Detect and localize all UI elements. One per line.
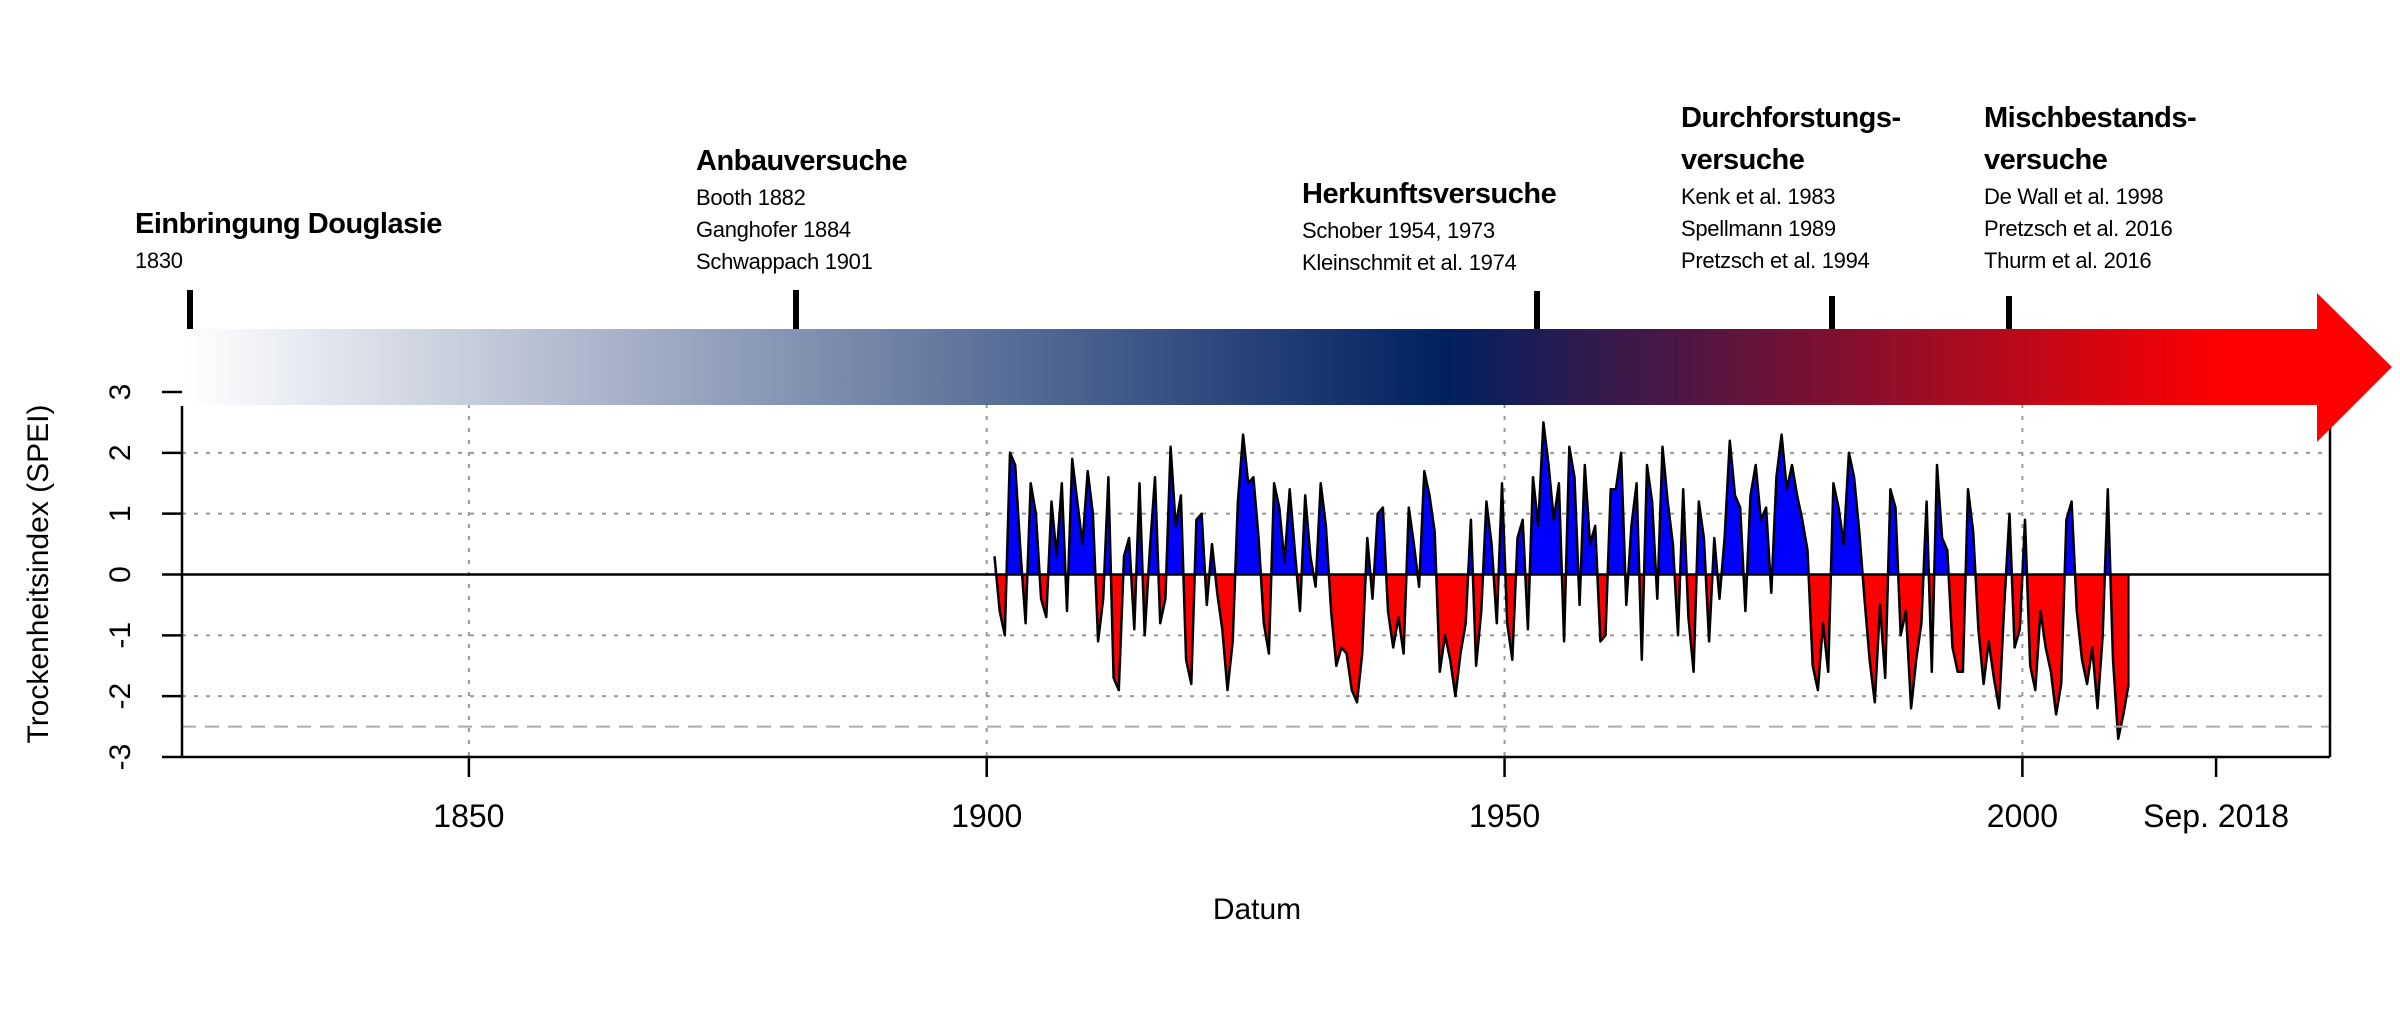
event-reference: Booth 1882 bbox=[696, 185, 806, 210]
y-tick-label: 0 bbox=[104, 566, 137, 583]
y-tick-label: -2 bbox=[104, 683, 137, 710]
event-tick-anbau bbox=[793, 290, 799, 329]
event-reference: Schwappach 1901 bbox=[696, 249, 873, 274]
event-reference: Pretzsch et al. 1994 bbox=[1681, 248, 1870, 273]
event-anbauversuche: Anbauversuche Booth 1882 Ganghofer 1884 … bbox=[696, 140, 908, 278]
event-title: Mischbestands- bbox=[1984, 102, 2197, 134]
event-tick-herkunft bbox=[1534, 291, 1540, 329]
y-tick-label: -1 bbox=[104, 622, 137, 649]
event-herkunftsversuche: Herkunftsversuche Schober 1954, 1973 Kle… bbox=[1302, 173, 1557, 279]
event-reference: De Wall et al. 1998 bbox=[1984, 184, 2164, 209]
event-title: Durchforstungs- bbox=[1681, 102, 1901, 134]
y-tick-label: 2 bbox=[104, 444, 137, 461]
x-axis-label: Datum bbox=[1213, 893, 1301, 926]
y-axis: 3 2 1 0 -1 -2 -3 bbox=[104, 384, 182, 771]
x-tick-label: 2000 bbox=[1987, 798, 2058, 834]
event-reference: Thurm et al. 2016 bbox=[1984, 248, 2152, 273]
event-mischbestandsversuche: Mischbestands- versuche De Wall et al. 1… bbox=[1984, 97, 2197, 277]
event-reference: 1830 bbox=[135, 248, 183, 273]
y-tick-label: 1 bbox=[104, 505, 137, 522]
event-reference: Spellmann 1989 bbox=[1681, 216, 1836, 241]
event-reference: Kleinschmit et al. 1974 bbox=[1302, 250, 1517, 275]
spei-line bbox=[993, 421, 2130, 741]
event-title-cont: versuche bbox=[1681, 144, 1805, 176]
plot-axes bbox=[180, 384, 2332, 759]
event-reference: Schober 1954, 1973 bbox=[1302, 218, 1495, 243]
y-axis-label: Trockenheitsindex (SPEI) bbox=[22, 404, 55, 743]
x-tick-label: 1900 bbox=[951, 798, 1022, 834]
x-tick-label: 1850 bbox=[433, 798, 504, 834]
timeline-arrow bbox=[185, 293, 2392, 442]
event-tick-durchforstung bbox=[1829, 296, 1835, 329]
event-reference: Kenk et al. 1983 bbox=[1681, 184, 1836, 209]
x-tick-label: 1950 bbox=[1469, 798, 1540, 834]
event-title-cont: versuche bbox=[1984, 144, 2108, 176]
event-reference: Ganghofer 1884 bbox=[696, 217, 851, 242]
event-reference: Pretzsch et al. 2016 bbox=[1984, 216, 2173, 241]
spei-area-series bbox=[993, 421, 2130, 741]
event-einbringung: Einbringung Douglasie 1830 bbox=[135, 203, 442, 277]
x-tick-label: Sep. 2018 bbox=[2143, 798, 2289, 834]
y-tick-label: 3 bbox=[104, 384, 137, 401]
event-tick-mischbestand bbox=[2006, 296, 2012, 329]
y-tick-label: -3 bbox=[104, 744, 137, 771]
event-durchforstungsversuche: Durchforstungs- versuche Kenk et al. 198… bbox=[1681, 97, 1901, 277]
event-title: Herkunftsversuche bbox=[1302, 178, 1557, 210]
event-title: Einbringung Douglasie bbox=[135, 208, 442, 240]
event-title: Anbauversuche bbox=[696, 145, 908, 177]
x-axis: 1850 1900 1950 2000 Sep. 2018 bbox=[433, 757, 2289, 834]
event-tick-einbringung bbox=[187, 290, 193, 329]
negative-area bbox=[994, 574, 2129, 739]
